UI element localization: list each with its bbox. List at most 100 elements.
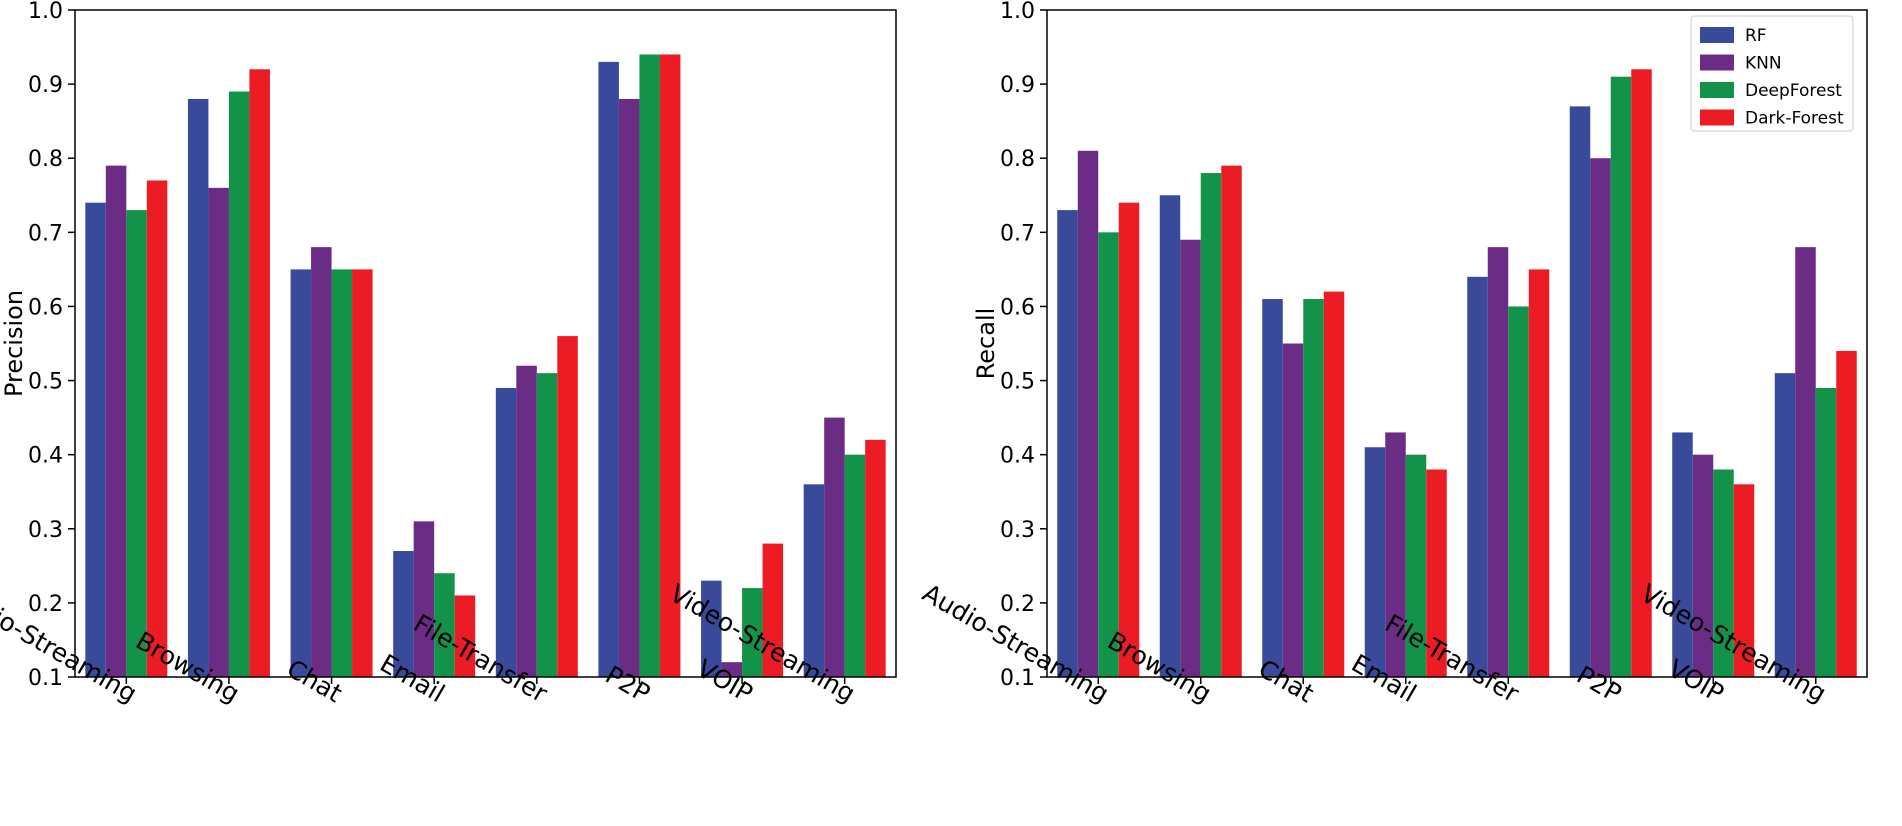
bar-deepforest-file-transfer: [536, 373, 558, 677]
bar-rf-voip: [701, 580, 722, 677]
y-axis-label: Recall: [972, 308, 1000, 380]
bar-deepforest-browsing: [228, 91, 250, 678]
bar-rf-audio-streaming: [85, 202, 106, 677]
legend: RF KNN DeepForest Dark-Forest: [1690, 15, 1854, 132]
bar-knn-file-transfer: [516, 365, 537, 677]
bar-rf-browsing: [1159, 195, 1181, 677]
bar-dark-forest-chat: [352, 269, 373, 677]
bar-knn-chat: [311, 247, 332, 677]
bar-deepforest-audio-streaming: [1098, 232, 1119, 678]
bar-dark-forest-browsing: [1221, 165, 1242, 677]
legend-swatch-dark-forest: [1700, 109, 1734, 126]
bar-dark-forest-audio-streaming: [1118, 202, 1140, 677]
bar-deepforest-file-transfer: [1508, 306, 1529, 677]
bar-dark-forest-chat: [1323, 291, 1345, 677]
legend-label-dark-forest: Dark-Forest: [1745, 109, 1844, 129]
y-tick-label: 1.0: [28, 0, 63, 24]
bar-knn-browsing: [208, 187, 229, 677]
legend-label-knn: KNN: [1745, 54, 1782, 74]
bar-rf-file-transfer: [495, 387, 517, 677]
y-tick-label: 0.3: [1000, 518, 1035, 543]
bar-knn-email: [1385, 432, 1406, 677]
legend-swatch-deepforest: [1700, 82, 1734, 98]
chart-panel-1: 0.10.20.30.40.50.60.70.80.91.0PrecisionA…: [0, 0, 897, 709]
bar-deepforest-voip: [1713, 469, 1734, 677]
plot-frame: [74, 9, 897, 678]
bar-rf-browsing: [187, 98, 209, 677]
bar-knn-file-transfer: [1487, 247, 1509, 677]
bar-knn-chat: [1282, 343, 1304, 677]
y-tick-label: 0.6: [28, 295, 63, 320]
bar-knn-p2p: [1590, 158, 1611, 677]
y-tick-label: 0.6: [1000, 295, 1035, 320]
plot-frame: [1046, 9, 1868, 678]
y-tick-label: 0.9: [28, 73, 63, 98]
legend-label-rf: RF: [1745, 26, 1767, 46]
chart-panel-2: 0.10.20.30.40.50.60.70.80.91.0RecallAudi…: [918, 0, 1868, 709]
bar-deepforest-chat: [331, 269, 353, 677]
bar-knn-voip: [1692, 454, 1714, 677]
bar-dark-forest-p2p: [659, 54, 681, 677]
bar-knn-email: [413, 521, 435, 677]
bar-rf-chat: [1262, 299, 1283, 677]
bar-dark-forest-voip: [762, 543, 784, 677]
bar-deepforest-browsing: [1200, 173, 1222, 678]
bar-deepforest-email: [1405, 454, 1427, 677]
bar-deepforest-audio-streaming: [126, 210, 147, 677]
y-tick-label: 0.4: [1000, 444, 1035, 469]
y-tick-label: 0.1: [1000, 666, 1035, 691]
y-tick-label: 0.3: [28, 518, 63, 543]
bar-dark-forest-video-streaming: [1836, 350, 1857, 677]
bar-rf-chat: [290, 269, 312, 677]
bar-rf-p2p: [598, 61, 619, 677]
bar-rf-email: [393, 551, 414, 677]
bar-rf-voip: [1672, 432, 1693, 677]
bar-deepforest-video-streaming: [844, 454, 866, 677]
bar-rf-p2p: [1569, 106, 1591, 678]
bar-knn-browsing: [1180, 239, 1201, 677]
bar-knn-voip: [721, 662, 743, 677]
bar-dark-forest-file-transfer: [557, 336, 578, 677]
bar-deepforest-chat: [1303, 299, 1324, 677]
bar-dark-forest-p2p: [1631, 69, 1652, 678]
y-tick-label: 0.9: [1000, 73, 1035, 98]
y-tick-label: 1.0: [1000, 0, 1035, 24]
y-tick-label: 0.5: [1000, 370, 1035, 395]
bar-rf-audio-streaming: [1057, 210, 1078, 677]
bar-deepforest-email: [434, 573, 455, 677]
bar-knn-p2p: [618, 98, 640, 677]
bar-dark-forest-email: [1426, 469, 1447, 677]
y-tick-label: 0.2: [1000, 592, 1035, 617]
legend-swatch-rf: [1700, 27, 1734, 43]
legend-box: [1690, 15, 1854, 132]
bar-deepforest-video-streaming: [1815, 387, 1837, 677]
bar-dark-forest-voip: [1733, 484, 1755, 677]
bar-deepforest-p2p: [1610, 76, 1632, 677]
bar-dark-forest-audio-streaming: [146, 180, 168, 677]
bar-rf-email: [1364, 447, 1386, 677]
bar-knn-video-streaming: [1795, 247, 1816, 677]
bar-rf-file-transfer: [1467, 276, 1488, 677]
bar-knn-audio-streaming: [105, 165, 127, 677]
bar-deepforest-p2p: [639, 54, 660, 677]
bar-dark-forest-file-transfer: [1528, 269, 1550, 677]
legend-swatch-knn: [1700, 54, 1734, 71]
bar-rf-video-streaming: [803, 484, 825, 677]
bar-dark-forest-video-streaming: [865, 439, 886, 677]
y-tick-label: 0.8: [28, 147, 63, 172]
bar-knn-video-streaming: [824, 417, 845, 677]
bar-dark-forest-email: [454, 595, 476, 677]
bar-deepforest-voip: [742, 588, 763, 677]
y-tick-label: 0.4: [28, 444, 63, 469]
y-axis-label: Precision: [0, 290, 28, 397]
bar-dark-forest-browsing: [249, 69, 270, 678]
y-tick-label: 0.7: [28, 221, 63, 246]
y-tick-label: 0.8: [1000, 147, 1035, 172]
y-tick-label: 0.2: [28, 592, 63, 617]
y-tick-label: 0.7: [1000, 221, 1035, 246]
y-tick-label: 0.1: [28, 666, 63, 691]
legend-label-deepforest: DeepForest: [1745, 81, 1842, 101]
y-tick-label: 0.5: [28, 370, 63, 395]
bar-rf-video-streaming: [1774, 373, 1796, 677]
